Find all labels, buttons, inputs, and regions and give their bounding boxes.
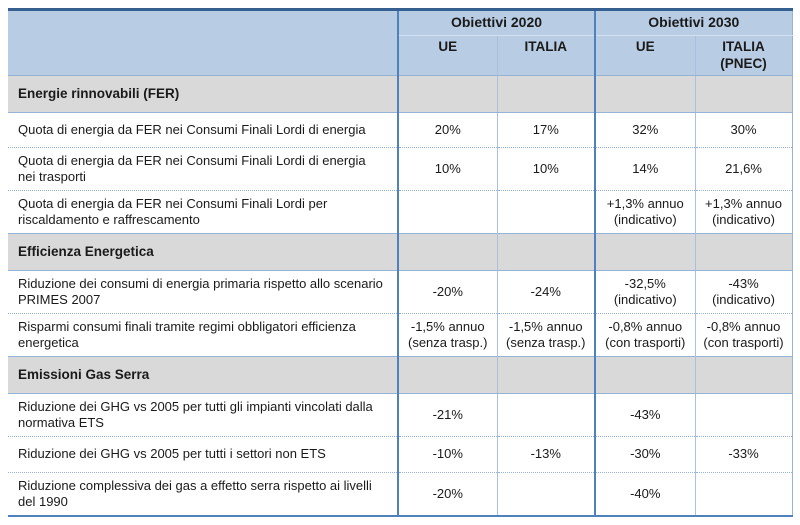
row-label: Riduzione complessiva dei gas a effetto … bbox=[8, 472, 398, 516]
value-cell: -10% bbox=[397, 436, 497, 473]
col-header-italia-2020: ITALIA bbox=[496, 35, 596, 76]
row-label: Risparmi consumi finali tramite regimi o… bbox=[8, 313, 398, 357]
section-spacer-cell bbox=[397, 356, 497, 394]
value-cell bbox=[397, 190, 497, 234]
value-cell bbox=[496, 190, 596, 234]
value-cell: -30% bbox=[594, 436, 696, 473]
col-header-ue-2020: UE bbox=[397, 35, 497, 76]
value-cell: -0,8% annuo (con trasporti) bbox=[594, 313, 696, 357]
table-row-ghg-non-ets: Riduzione dei GHG vs 2005 per tutti i se… bbox=[8, 436, 793, 473]
corner-header-cell bbox=[8, 9, 398, 76]
section-title: Emissioni Gas Serra bbox=[8, 356, 398, 394]
column-subheader-row: UE ITALIA UE ITALIA (PNEC) bbox=[8, 35, 793, 76]
value-cell: -1,5% annuo (senza trasp.) bbox=[397, 313, 497, 357]
value-cell: -33% bbox=[694, 436, 793, 473]
section-spacer-cell bbox=[594, 233, 696, 271]
value-cell bbox=[496, 393, 596, 437]
table-row-ghg-1990: Riduzione complessiva dei gas a effetto … bbox=[8, 472, 793, 516]
section-spacer-cell bbox=[397, 75, 497, 113]
value-cell: -24% bbox=[496, 270, 596, 314]
value-cell: -0,8% annuo (con trasporti) bbox=[694, 313, 793, 357]
group-header-obiettivi-2030: Obiettivi 2030 bbox=[594, 9, 793, 36]
table-row-risparmi: Risparmi consumi finali tramite regimi o… bbox=[8, 313, 793, 357]
energy-targets-table: Obiettivi 2020 Obiettivi 2030 UE ITALIA … bbox=[8, 8, 793, 517]
row-label: Riduzione dei consumi di energia primari… bbox=[8, 270, 398, 314]
section-spacer-cell bbox=[694, 75, 793, 113]
row-label: Quota di energia da FER nei Consumi Fina… bbox=[8, 112, 398, 148]
section-spacer-cell bbox=[397, 233, 497, 271]
value-cell: 21,6% bbox=[694, 147, 793, 191]
value-cell bbox=[694, 472, 793, 516]
section-title: Energie rinnovabili (FER) bbox=[8, 75, 398, 113]
value-cell: -20% bbox=[397, 270, 497, 314]
section-spacer-cell bbox=[496, 75, 596, 113]
value-cell: -20% bbox=[397, 472, 497, 516]
section-spacer-cell bbox=[496, 233, 596, 271]
value-cell: -1,5% annuo (senza trasp.) bbox=[496, 313, 596, 357]
value-cell: 30% bbox=[694, 112, 793, 148]
table-row-ghg-ets: Riduzione dei GHG vs 2005 per tutti gli … bbox=[8, 393, 793, 437]
section-row-fer: Energie rinnovabili (FER) bbox=[8, 75, 793, 113]
section-spacer-cell bbox=[694, 356, 793, 394]
table-row-fer-trasporti: Quota di energia da FER nei Consumi Fina… bbox=[8, 147, 793, 191]
value-cell: 32% bbox=[594, 112, 696, 148]
value-cell: 20% bbox=[397, 112, 497, 148]
value-cell: +1,3% annuo (indicativo) bbox=[694, 190, 793, 234]
value-cell: -43% bbox=[594, 393, 696, 437]
value-cell bbox=[496, 472, 596, 516]
value-cell: -43% (indicativo) bbox=[694, 270, 793, 314]
section-row-emissioni: Emissioni Gas Serra bbox=[8, 356, 793, 394]
table-row-fer-riscaldamento: Quota di energia da FER nei Consumi Fina… bbox=[8, 190, 793, 234]
section-spacer-cell bbox=[594, 356, 696, 394]
value-cell: +1,3% annuo (indicativo) bbox=[594, 190, 696, 234]
col-header-ue-2030: UE bbox=[594, 35, 696, 76]
row-label: Riduzione dei GHG vs 2005 per tutti i se… bbox=[8, 436, 398, 473]
column-group-header-row: Obiettivi 2020 Obiettivi 2030 bbox=[8, 9, 793, 76]
value-cell: -21% bbox=[397, 393, 497, 437]
section-spacer-cell bbox=[694, 233, 793, 271]
value-cell: 10% bbox=[496, 147, 596, 191]
value-cell: -32,5% (indicativo) bbox=[594, 270, 696, 314]
value-cell: 17% bbox=[496, 112, 596, 148]
value-cell: -13% bbox=[496, 436, 596, 473]
value-cell: 14% bbox=[594, 147, 696, 191]
value-cell bbox=[694, 393, 793, 437]
section-spacer-cell bbox=[496, 356, 596, 394]
value-cell: -40% bbox=[594, 472, 696, 516]
row-label: Riduzione dei GHG vs 2005 per tutti gli … bbox=[8, 393, 398, 437]
section-spacer-cell bbox=[594, 75, 696, 113]
section-row-efficienza: Efficienza Energetica bbox=[8, 233, 793, 271]
value-cell: 10% bbox=[397, 147, 497, 191]
table-row-primes: Riduzione dei consumi di energia primari… bbox=[8, 270, 793, 314]
group-header-obiettivi-2020: Obiettivi 2020 bbox=[396, 9, 596, 36]
section-title: Efficienza Energetica bbox=[8, 233, 398, 271]
col-header-italia-pnec-2030: ITALIA (PNEC) bbox=[694, 35, 793, 76]
table-row-fer-cfl: Quota di energia da FER nei Consumi Fina… bbox=[8, 112, 793, 148]
row-label: Quota di energia da FER nei Consumi Fina… bbox=[8, 147, 398, 191]
row-label: Quota di energia da FER nei Consumi Fina… bbox=[8, 190, 398, 234]
